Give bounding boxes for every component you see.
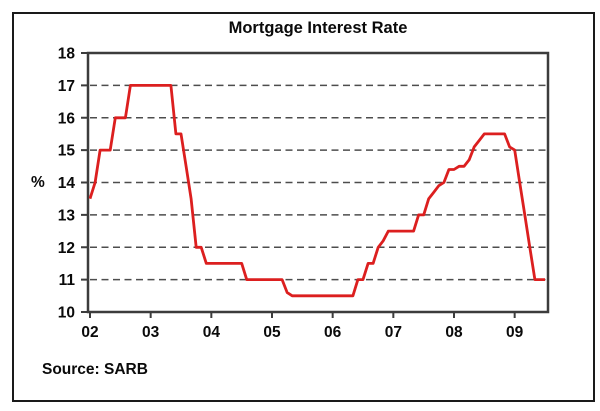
- x-tick-label-08: 08: [445, 324, 463, 341]
- figure-border: [12, 12, 595, 402]
- x-tick-label-06: 06: [324, 324, 342, 341]
- y-tick-label-10: 10: [58, 305, 75, 322]
- y-tick-label-14: 14: [58, 175, 76, 192]
- y-tick-label-18: 18: [58, 46, 76, 63]
- y-tick-label-11: 11: [59, 272, 76, 289]
- x-tick-label-07: 07: [385, 324, 402, 341]
- x-tick-label-05: 05: [263, 324, 281, 341]
- x-tick-label-02: 02: [81, 324, 98, 341]
- mortgage-rate-line: [88, 84, 545, 298]
- y-tick-label-17: 17: [58, 78, 75, 95]
- x-tick-label-04: 04: [203, 324, 221, 341]
- y-tick-label-12: 12: [58, 240, 75, 257]
- source-note: Source: SARB: [42, 361, 148, 378]
- y-tick-label-15: 15: [58, 143, 76, 160]
- y-tick-label-13: 13: [58, 207, 76, 224]
- x-tick-label-09: 09: [506, 324, 524, 341]
- y-tick-label-16: 16: [58, 110, 76, 127]
- plot-border: [86, 51, 550, 314]
- chart-title: Mortgage Interest Rate: [228, 19, 408, 37]
- y-axis-unit-label: %: [31, 174, 45, 191]
- x-tick-label-03: 03: [142, 324, 160, 341]
